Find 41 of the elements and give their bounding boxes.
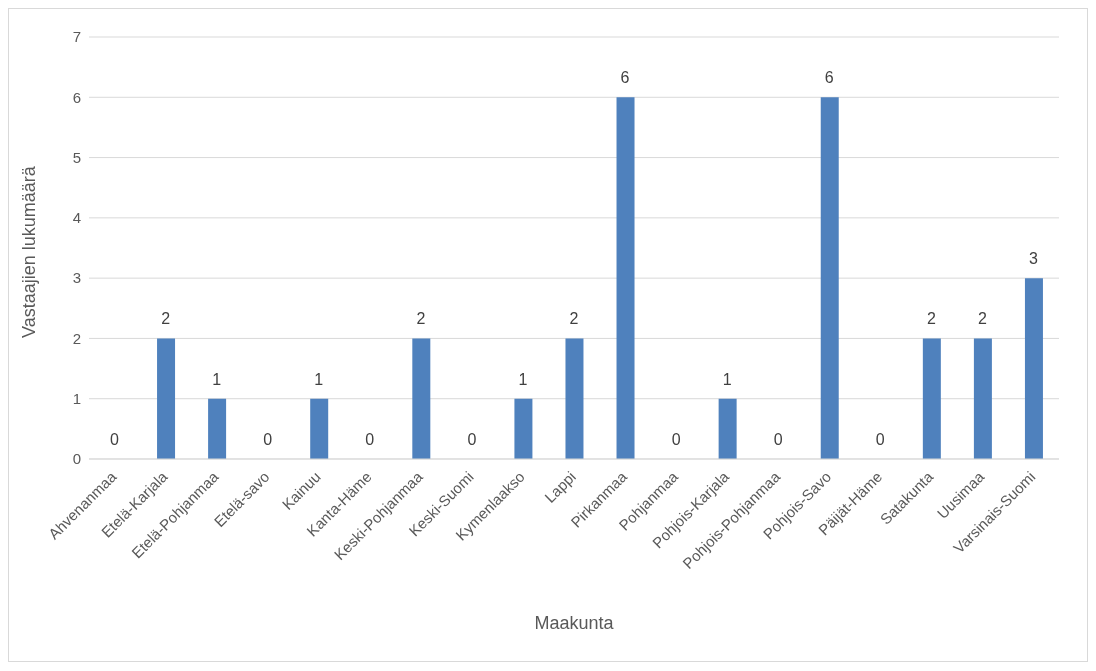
y-axis-title: Vastaajien lukumäärä bbox=[19, 165, 40, 338]
bar bbox=[310, 398, 329, 459]
data-label: 2 bbox=[416, 310, 426, 328]
bar bbox=[565, 338, 584, 459]
data-label: 0 bbox=[671, 431, 681, 448]
y-tick-label: 5 bbox=[72, 148, 81, 166]
data-label: 0 bbox=[773, 431, 783, 448]
data-label: 0 bbox=[365, 431, 375, 448]
bar bbox=[820, 97, 839, 459]
data-label: 2 bbox=[569, 310, 579, 328]
y-tick-label: 7 bbox=[72, 28, 81, 46]
data-label: 1 bbox=[212, 370, 222, 388]
bar bbox=[922, 338, 941, 459]
data-label: 1 bbox=[518, 370, 528, 388]
data-label: 1 bbox=[722, 370, 732, 388]
data-label: 0 bbox=[875, 431, 885, 448]
data-label: 2 bbox=[926, 310, 936, 328]
data-label: 3 bbox=[1029, 250, 1039, 268]
bar bbox=[412, 338, 431, 459]
y-tick-label: 2 bbox=[72, 329, 81, 347]
data-label: 0 bbox=[110, 431, 120, 448]
data-label: 6 bbox=[824, 69, 834, 87]
y-tick-label: 4 bbox=[72, 209, 81, 227]
data-label: 6 bbox=[620, 69, 630, 87]
data-label: 0 bbox=[263, 431, 273, 448]
bar bbox=[208, 398, 227, 459]
bar bbox=[514, 398, 533, 459]
bar bbox=[157, 338, 176, 459]
x-axis-title: Maakunta bbox=[534, 613, 615, 633]
y-tick-label: 3 bbox=[72, 269, 81, 287]
y-tick-label: 1 bbox=[72, 390, 81, 408]
data-label: 2 bbox=[161, 310, 171, 328]
data-label: 0 bbox=[467, 431, 477, 448]
data-label: 1 bbox=[314, 370, 324, 388]
bar bbox=[973, 338, 992, 459]
bar bbox=[718, 398, 737, 459]
y-tick-label: 0 bbox=[72, 450, 81, 468]
bar bbox=[1024, 278, 1043, 459]
y-tick-label: 6 bbox=[72, 88, 81, 106]
bar bbox=[616, 97, 635, 459]
data-label: 2 bbox=[977, 310, 987, 328]
